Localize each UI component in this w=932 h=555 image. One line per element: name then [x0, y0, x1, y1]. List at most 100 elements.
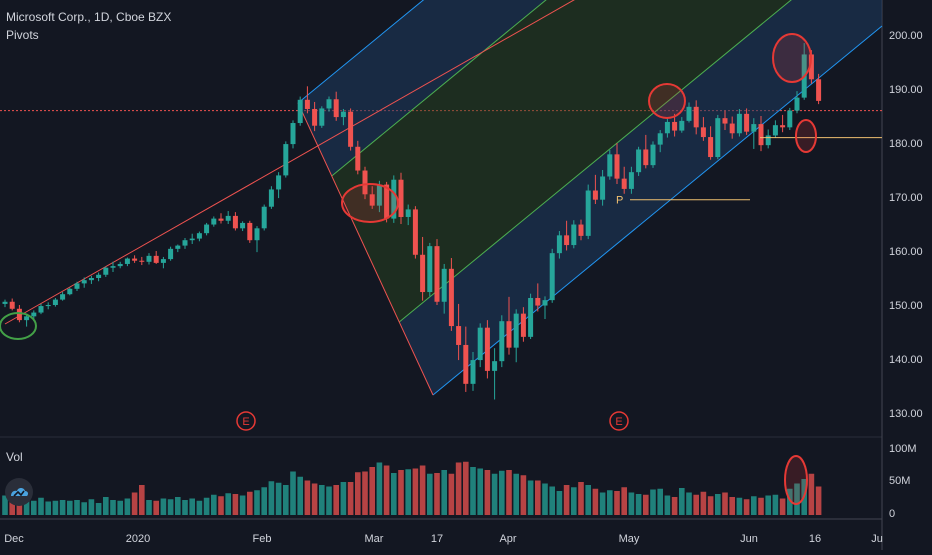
- candle: [369, 186, 375, 209]
- candle-body: [283, 144, 289, 176]
- candle-body: [384, 184, 390, 219]
- volume-bar: [31, 500, 37, 515]
- candle: [96, 272, 102, 282]
- price-tick-label: 130.00: [889, 408, 923, 420]
- volume-bar: [283, 485, 289, 515]
- candle-body: [736, 113, 742, 134]
- volume-bar: [535, 480, 541, 515]
- candle-body: [297, 99, 303, 124]
- volume-bar: [463, 461, 469, 515]
- volume-bar: [441, 470, 447, 515]
- candle: [304, 86, 310, 114]
- candle: [679, 117, 685, 133]
- candle: [686, 102, 692, 123]
- candle-body: [153, 255, 159, 263]
- resistance-ellipse: [648, 83, 686, 119]
- candle: [45, 302, 51, 310]
- candle-body: [348, 111, 354, 147]
- candle-body: [513, 313, 519, 348]
- volume-bar: [124, 498, 131, 515]
- volume-bar: [311, 483, 318, 515]
- candle: [225, 211, 231, 224]
- candle: [103, 266, 109, 277]
- candle: [607, 150, 613, 180]
- volume-bar: [794, 483, 800, 515]
- candle: [182, 238, 188, 249]
- volume-bar: [427, 473, 433, 515]
- candle-body: [67, 288, 73, 295]
- candle-body: [607, 154, 613, 177]
- candle: [412, 206, 418, 259]
- candle: [326, 96, 332, 112]
- candle-body: [571, 224, 577, 246]
- price-tick-label: 200.00: [889, 30, 923, 42]
- pivot-label: P: [616, 195, 623, 207]
- volume-bar: [297, 476, 303, 515]
- candle: [268, 186, 274, 209]
- time-tick-label: Dec: [4, 533, 24, 545]
- volume-bar: [455, 462, 462, 515]
- volume-bar: [182, 500, 188, 515]
- candle-body: [672, 121, 678, 131]
- volume-bar: [765, 495, 771, 515]
- volume-label[interactable]: Vol: [6, 450, 23, 464]
- volume-bar: [815, 486, 822, 515]
- candle-body: [74, 283, 80, 289]
- candle-body: [9, 301, 15, 309]
- candle-body: [355, 146, 361, 171]
- candle-body: [405, 209, 411, 217]
- candle: [535, 283, 541, 312]
- candle: [211, 216, 217, 227]
- candle-body: [564, 235, 570, 246]
- tradingview-logo-icon[interactable]: [5, 478, 33, 506]
- volume-bar: [693, 494, 699, 515]
- candle-body: [240, 222, 246, 229]
- candle-body: [520, 313, 526, 337]
- volume-bar: [571, 487, 577, 515]
- time-tick-label: Mar: [365, 533, 384, 545]
- candle: [434, 239, 440, 305]
- candle: [506, 296, 512, 355]
- candle-body: [2, 301, 8, 304]
- indicator-label[interactable]: Pivots: [6, 28, 39, 42]
- candle: [708, 126, 714, 160]
- candle: [765, 129, 771, 149]
- candle: [290, 120, 296, 149]
- candle: [168, 246, 174, 261]
- volume-bar: [369, 467, 375, 515]
- candle: [196, 231, 202, 242]
- time-tick-label: Ju: [871, 533, 883, 545]
- volume-bar: [542, 483, 548, 515]
- candle-body: [103, 267, 109, 275]
- candle: [758, 116, 764, 152]
- grid: [0, 0, 883, 550]
- candle: [700, 117, 706, 141]
- volume-bar: [614, 491, 620, 515]
- upper-band-fill: [298, 0, 546, 176]
- volume-bar: [671, 497, 678, 515]
- candle-body: [765, 135, 771, 146]
- candle-body: [600, 176, 606, 200]
- candle: [729, 116, 735, 139]
- candle-body: [722, 118, 728, 124]
- candle-body: [124, 258, 130, 264]
- candle-body: [261, 206, 267, 229]
- volume-bar: [268, 481, 275, 515]
- candle-body: [592, 190, 598, 200]
- volume-bar: [751, 496, 757, 515]
- earnings-label: E: [242, 416, 249, 428]
- candle-body: [369, 194, 375, 206]
- volume-bar: [254, 490, 260, 515]
- earnings-marker: E: [609, 411, 629, 431]
- volume-bar: [239, 495, 246, 515]
- candle: [88, 275, 94, 284]
- volume-bar: [45, 501, 51, 515]
- volume-bar: [355, 472, 361, 515]
- volume-bar: [203, 497, 210, 515]
- candle-body: [643, 149, 649, 166]
- volume-bar: [160, 498, 167, 515]
- volume-bar: [578, 482, 584, 515]
- candle: [564, 220, 570, 251]
